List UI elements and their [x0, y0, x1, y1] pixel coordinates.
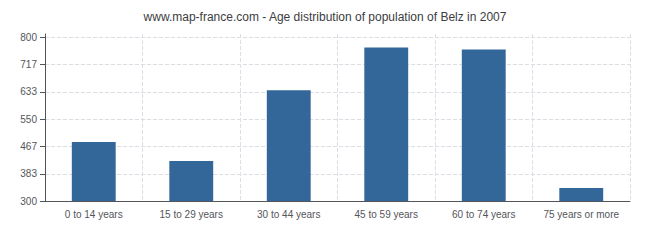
svg-text:550: 550 — [20, 114, 37, 125]
svg-text:www.map-france.com - Age distr: www.map-france.com - Age distribution of… — [143, 10, 507, 24]
svg-text:15 to 29 years: 15 to 29 years — [160, 209, 223, 220]
svg-text:0 to 14 years: 0 to 14 years — [65, 209, 123, 220]
svg-text:633: 633 — [20, 86, 37, 97]
svg-text:383: 383 — [20, 168, 37, 179]
svg-text:300: 300 — [20, 196, 37, 207]
svg-text:75 years or more: 75 years or more — [543, 209, 619, 220]
svg-text:30 to 44 years: 30 to 44 years — [257, 209, 320, 220]
svg-text:60 to 74 years: 60 to 74 years — [452, 209, 515, 220]
svg-text:800: 800 — [20, 32, 37, 43]
svg-text:45 to 59 years: 45 to 59 years — [355, 209, 418, 220]
svg-text:467: 467 — [20, 141, 37, 152]
svg-text:717: 717 — [20, 59, 37, 70]
